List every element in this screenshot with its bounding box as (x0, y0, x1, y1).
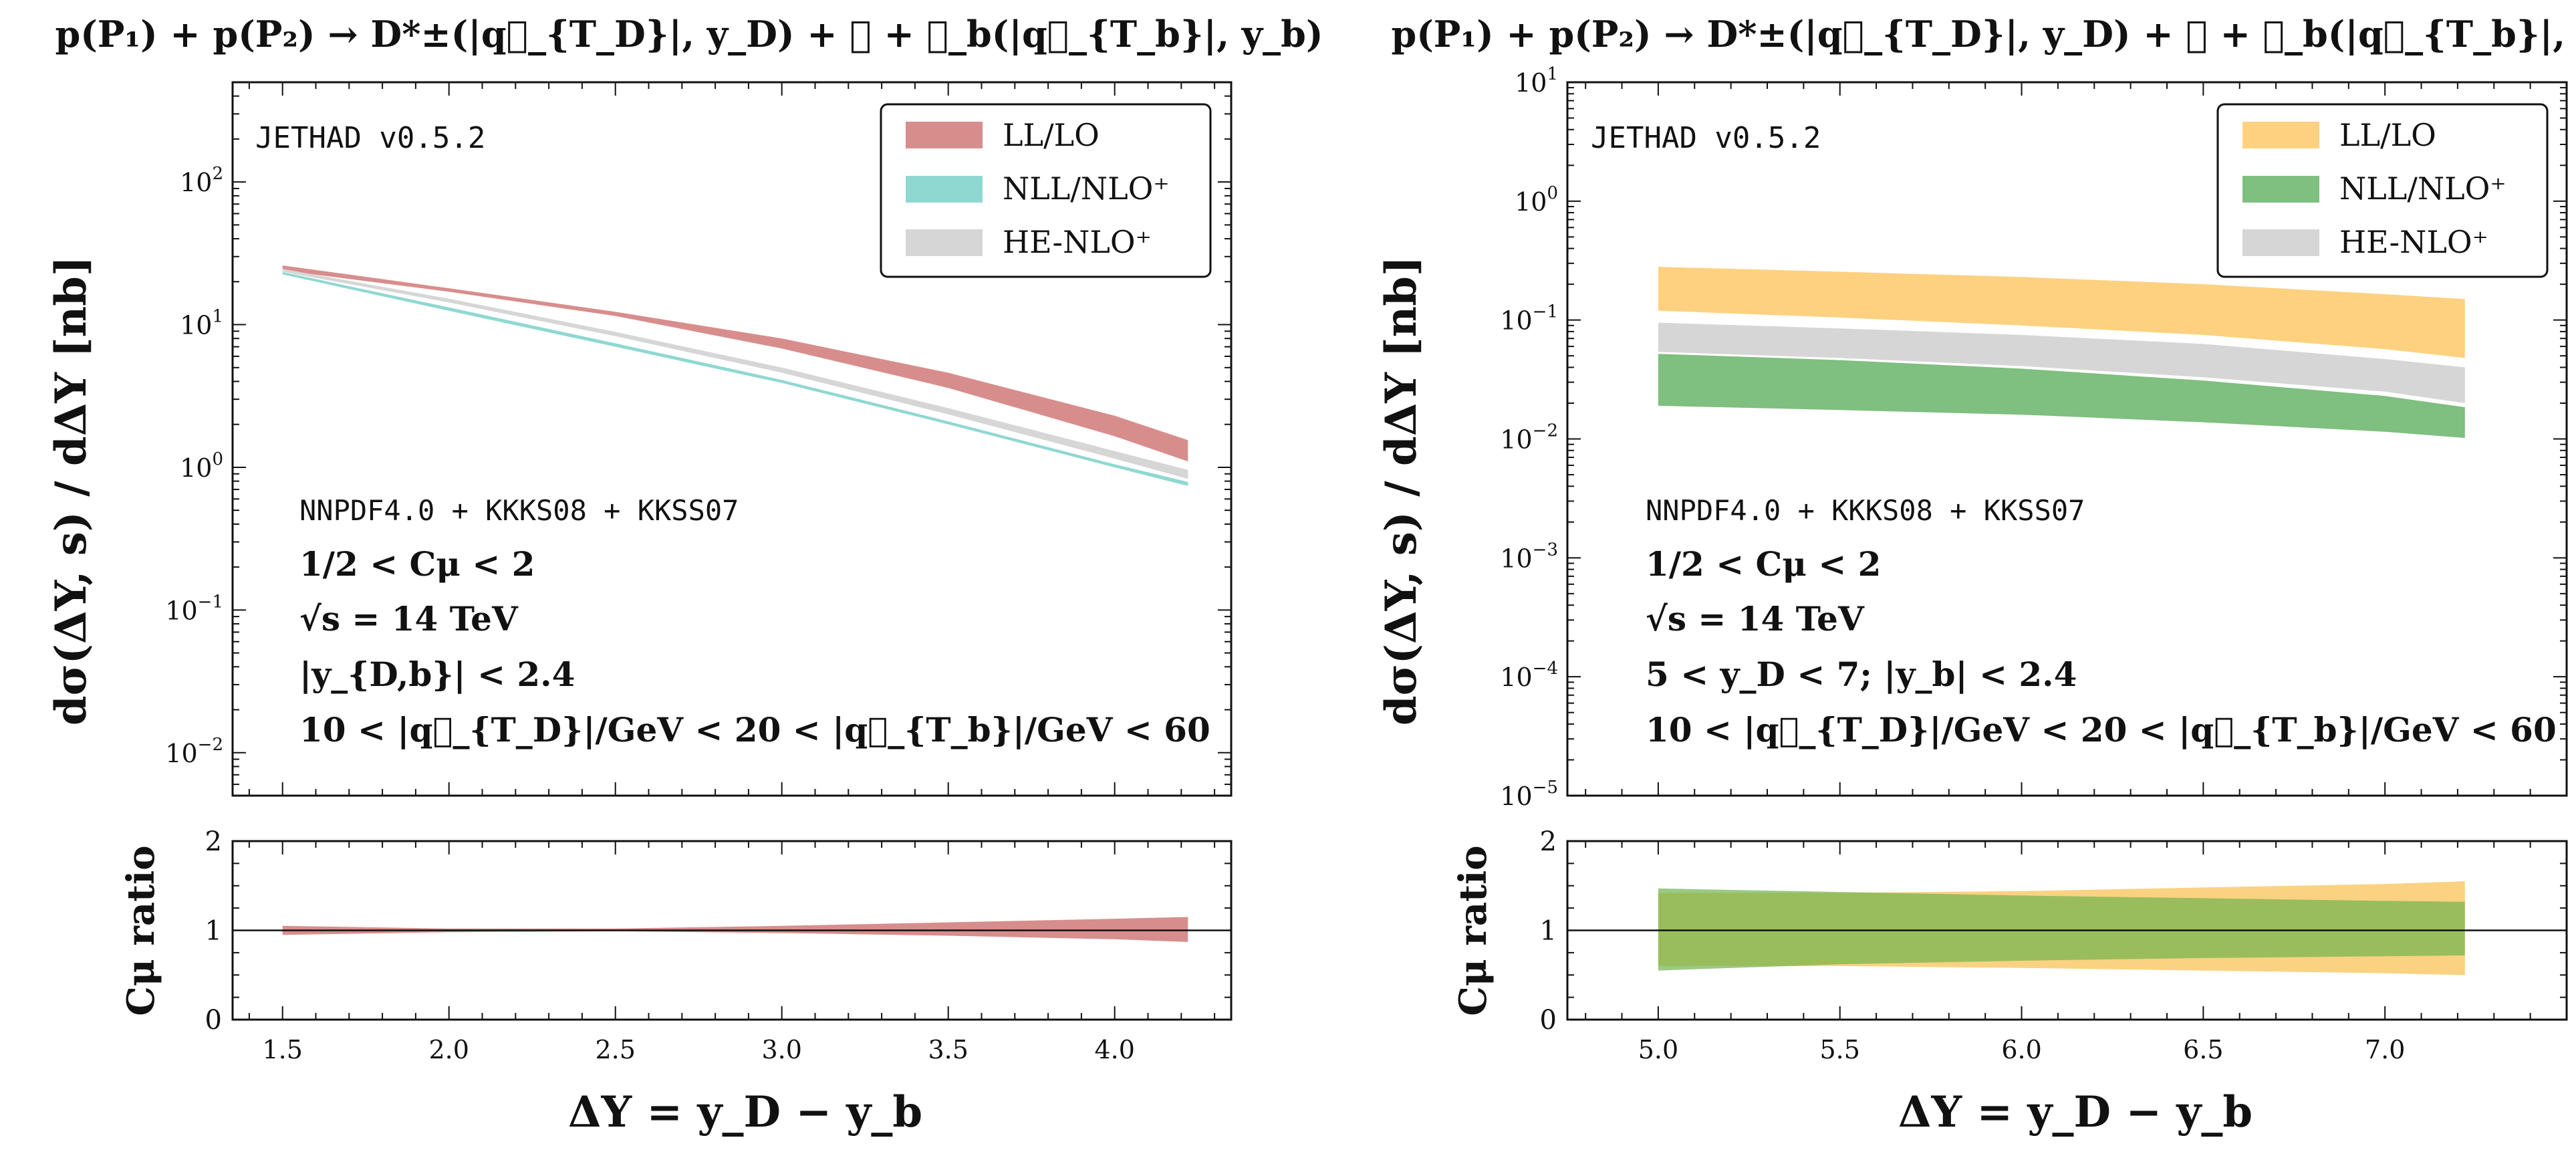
left-y-tick-label: 101 (180, 307, 223, 340)
right-legend-swatch-nll-nlo (2242, 176, 2319, 203)
left-annotation-line-3: |y_{D,b}| < 2.4 (299, 655, 575, 695)
right-x-tick-label: 6.5 (2183, 1035, 2223, 1064)
right-y-tick-label: 10−1 (1500, 302, 1558, 336)
right-annotation-line-3: 5 < y_D < 7; |y_b| < 2.4 (1646, 655, 2077, 695)
left-x-tick-label: 2.5 (595, 1035, 635, 1064)
right-band-1 (1658, 354, 2465, 438)
right-title: p(P₁) + p(P₂) → D*±(|q⃗_{T_D}|, y_D) + 𝒳… (1392, 13, 2576, 56)
left-main-bands (282, 265, 1188, 486)
left-ratio-y-tick-label: 0 (205, 1005, 222, 1036)
right-y-tick-label: 100 (1515, 183, 1558, 217)
left-legend: LL/LO NLL/NLO⁺ HE-NLO⁺ (880, 103, 1212, 278)
left-x-tick-label: 2.0 (428, 1035, 469, 1064)
right-ratio-bands (1658, 881, 2465, 975)
right-band-2 (1658, 322, 2465, 403)
left-y-tick-label: 10−2 (165, 735, 223, 768)
right-y-tick-label: 10−5 (1500, 778, 1558, 811)
left-ratio-y-tick-label: 1 (205, 916, 222, 947)
right-legend-label-ll-lo: LL/LO (2339, 117, 2436, 153)
right-y-tick-label: 101 (1515, 64, 1558, 98)
left-legend-label-ll-lo: LL/LO (1003, 117, 1100, 153)
left-y-tick-label: 102 (180, 164, 223, 197)
right-legend-label-nll-nlo: NLL/NLO⁺ (2339, 170, 2506, 207)
right-legend-swatch-ll-lo (2242, 122, 2319, 148)
right-annotation-line-1: 1/2 < Cμ < 2 (1646, 544, 1881, 584)
right-panel: p(P₁) + p(P₂) → D*±(|q⃗_{T_D}|, y_D) + 𝒳… (1376, 13, 2576, 1137)
right-legend-swatch-he-nlo (2242, 229, 2319, 256)
left-legend-swatch-ll-lo (906, 122, 983, 148)
left-ratio-bands (282, 917, 1188, 942)
right-ratio-band-1 (1658, 888, 2465, 971)
left-jethad-tag: JETHAD v0.5.2 (255, 121, 485, 155)
left-legend-label-he-nlo: HE-NLO⁺ (1003, 224, 1152, 260)
left-band-1 (282, 271, 1188, 486)
left-axes: 1.5 2.0 2.5 3.0 3.5 4.0 10−2 10−1 100 101 102 0 1 2 (165, 81, 1233, 1064)
left-x-tick-label: 4.0 (1094, 1035, 1134, 1064)
left-x-axis-label: ΔY = y_D − y_b (568, 1087, 922, 1137)
right-x-tick-label: 5.0 (1638, 1035, 1678, 1064)
right-ratio-y-tick-label: 0 (1540, 1005, 1557, 1036)
left-y-tick-label: 100 (180, 449, 223, 483)
right-annotation-line-4: 10 < |q⃗_{T_D}|/GeV < 20 < |q⃗_{T_b}|/Ge… (1646, 710, 2557, 750)
left-x-tick-label: 1.5 (262, 1035, 302, 1064)
left-annotation-line-4: 10 < |q⃗_{T_D}|/GeV < 20 < |q⃗_{T_b}|/Ge… (299, 710, 1210, 750)
right-ratio-y-tick-label: 1 (1540, 916, 1557, 947)
right-ratio-y-tick-label: 2 (1540, 826, 1557, 857)
left-ratio-band-0 (282, 917, 1188, 942)
left-legend-swatch-he-nlo (906, 229, 983, 256)
left-pdf-annotation: NNPDF4.0 + KKKS08 + KKSS07 (299, 494, 739, 527)
left-y-axis-label: dσ(ΔY, s) / dΔY [nb] (46, 256, 96, 725)
left-main-frame (231, 81, 1233, 797)
left-x-tick-label: 3.5 (928, 1035, 968, 1064)
right-annotation-line-2: √s = 14 TeV (1646, 599, 1865, 639)
right-legend: LL/LO NLL/NLO⁺ HE-NLO⁺ (2216, 103, 2549, 278)
right-y-axis-label: dσ(ΔY, s) / dΔY [nb] (1376, 256, 1426, 725)
left-title: p(P₁) + p(P₂) → D*±(|q⃗_{T_D}|, y_D) + 𝒳… (55, 13, 1323, 56)
right-axes: 5.0 5.5 6.0 6.5 7.010−510−410−310−210−110010… (1500, 64, 2568, 1064)
left-y-tick-label: 10−1 (165, 592, 223, 625)
left-annotation-line-1: 1/2 < Cμ < 2 (299, 544, 535, 584)
left-ratio-y-tick-label: 2 (205, 826, 222, 857)
right-y-tick-label: 10−3 (1500, 540, 1558, 573)
right-legend-label-he-nlo: HE-NLO⁺ (2339, 224, 2488, 260)
right-ratio-y-label: Cμ ratio (1451, 845, 1495, 1016)
right-x-tick-label: 7.0 (2365, 1035, 2405, 1064)
right-y-tick-label: 10−4 (1500, 659, 1558, 692)
right-main-bands (1658, 267, 2465, 438)
right-jethad-tag: JETHAD v0.5.2 (1591, 121, 1821, 155)
left-annotation-line-2: √s = 14 TeV (299, 599, 519, 639)
left-ratio-y-label: Cμ ratio (119, 845, 163, 1016)
left-legend-label-nll-nlo: NLL/NLO⁺ (1003, 170, 1170, 207)
right-x-tick-label: 5.5 (1820, 1035, 1860, 1064)
right-x-axis-label: ΔY = y_D − y_b (1898, 1087, 2252, 1137)
right-pdf-annotation: NNPDF4.0 + KKKS08 + KKSS07 (1646, 494, 2085, 527)
left-x-tick-label: 3.0 (761, 1035, 801, 1064)
right-x-tick-label: 6.0 (2001, 1035, 2041, 1064)
right-y-tick-label: 10−2 (1500, 421, 1558, 455)
right-band-0 (1658, 267, 2465, 358)
left-legend-swatch-nll-nlo (906, 176, 983, 203)
left-panel: p(P₁) + p(P₂) → D*±(|q⃗_{T_D}|, y_D) + 𝒳… (46, 13, 1323, 1137)
